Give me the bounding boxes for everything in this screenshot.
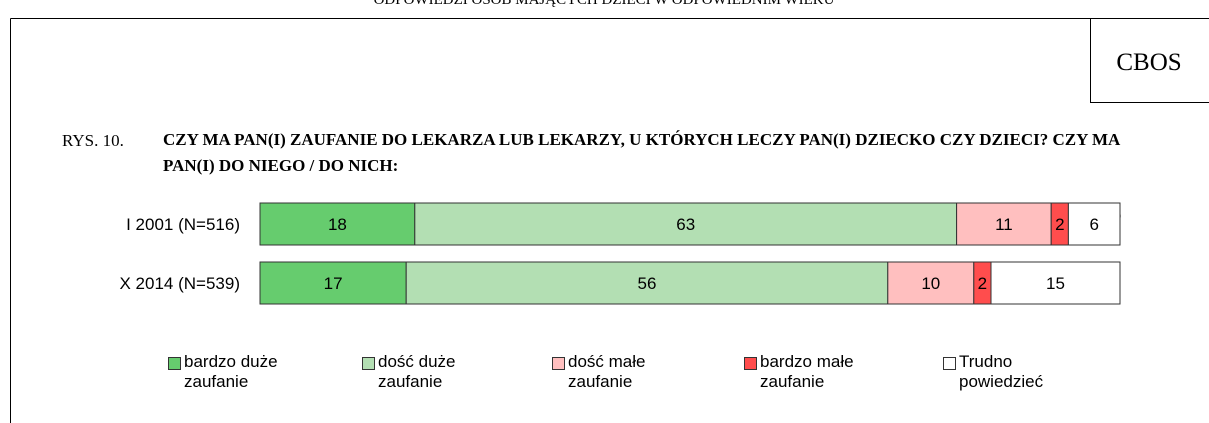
value-label: 15 <box>1046 274 1065 293</box>
logo: CBOS <box>1116 49 1181 76</box>
bar-segment <box>1067 202 1121 246</box>
category-label: X 2014 (N=539) <box>120 274 241 293</box>
figure-label: RYS. 10. <box>62 131 124 150</box>
bar-segment <box>887 261 975 305</box>
legend-swatch <box>943 357 956 370</box>
running-title: ODPOWIEDZI OSÓB MAJĄCYCH DZIECI W ODPOWI… <box>374 0 835 8</box>
value-label: 6 <box>1089 215 1098 234</box>
logo-box <box>1090 18 1209 103</box>
value-label: 2 <box>978 274 987 293</box>
title-box: CZY MA PAN(I) ZAUFANIE DO LEKARZA LUB LE… <box>163 130 1120 175</box>
legend-swatch <box>362 357 375 370</box>
legend-label: dość duże zaufanie <box>378 352 456 391</box>
legend-label: dość małe zaufanie <box>568 352 646 391</box>
value-label: 18 <box>328 215 347 234</box>
bar-segment <box>990 261 1121 305</box>
legend-swatch <box>552 357 565 370</box>
category-label: I 2001 (N=516) <box>126 215 240 234</box>
value-label: 17 <box>324 274 343 293</box>
bar-segment <box>956 202 1052 246</box>
value-label: 2 <box>1055 215 1064 234</box>
legend-label: bardzo duże zaufanie <box>184 352 278 391</box>
bar-segment <box>414 202 958 246</box>
legend-label: bardzo małe zaufanie <box>760 352 854 391</box>
legend-swatch <box>744 357 757 370</box>
value-label: 63 <box>676 215 695 234</box>
bar-segment <box>405 261 889 305</box>
value-label: 11 <box>995 215 1013 234</box>
legend-swatch <box>168 357 181 370</box>
chart-title: CZY MA PAN(I) ZAUFANIE DO LEKARZA LUB LE… <box>163 130 1120 175</box>
value-label: 10 <box>921 274 940 293</box>
legend-label: Trudno powiedzieć <box>959 352 1044 391</box>
value-label: 56 <box>638 274 657 293</box>
